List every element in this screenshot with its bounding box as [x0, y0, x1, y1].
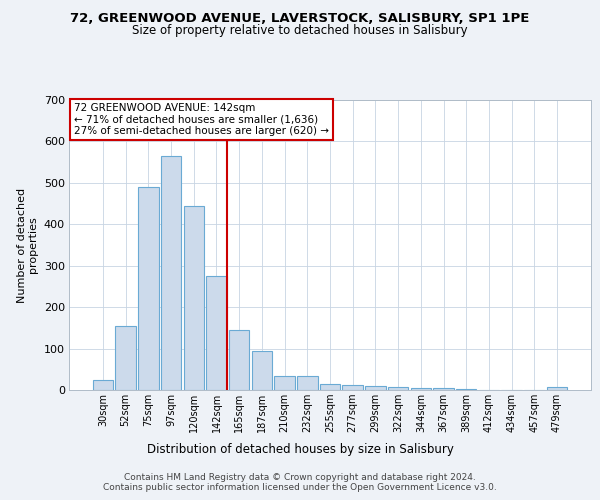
Bar	[433, 388, 454, 390]
Bar	[138, 187, 158, 390]
Text: Size of property relative to detached houses in Salisbury: Size of property relative to detached ho…	[132, 24, 468, 37]
Text: Contains public sector information licensed under the Open Government Licence v3: Contains public sector information licen…	[103, 482, 497, 492]
Bar	[410, 388, 431, 390]
Bar	[456, 389, 476, 390]
Text: Distribution of detached houses by size in Salisbury: Distribution of detached houses by size …	[146, 442, 454, 456]
Text: Contains HM Land Registry data © Crown copyright and database right 2024.: Contains HM Land Registry data © Crown c…	[124, 472, 476, 482]
Bar	[184, 206, 204, 390]
Bar	[365, 386, 386, 390]
Bar	[343, 385, 363, 390]
Bar	[161, 156, 181, 390]
Bar	[251, 350, 272, 390]
Bar	[115, 326, 136, 390]
Text: 72, GREENWOOD AVENUE, LAVERSTOCK, SALISBURY, SP1 1PE: 72, GREENWOOD AVENUE, LAVERSTOCK, SALISB…	[70, 12, 530, 26]
Bar	[547, 386, 567, 390]
Text: 72 GREENWOOD AVENUE: 142sqm
← 71% of detached houses are smaller (1,636)
27% of : 72 GREENWOOD AVENUE: 142sqm ← 71% of det…	[74, 103, 329, 136]
Bar	[206, 276, 227, 390]
Bar	[229, 330, 250, 390]
Bar	[320, 384, 340, 390]
Bar	[297, 376, 317, 390]
Bar	[93, 380, 113, 390]
Bar	[388, 387, 409, 390]
Y-axis label: Number of detached
properties: Number of detached properties	[17, 188, 38, 302]
Bar	[274, 376, 295, 390]
